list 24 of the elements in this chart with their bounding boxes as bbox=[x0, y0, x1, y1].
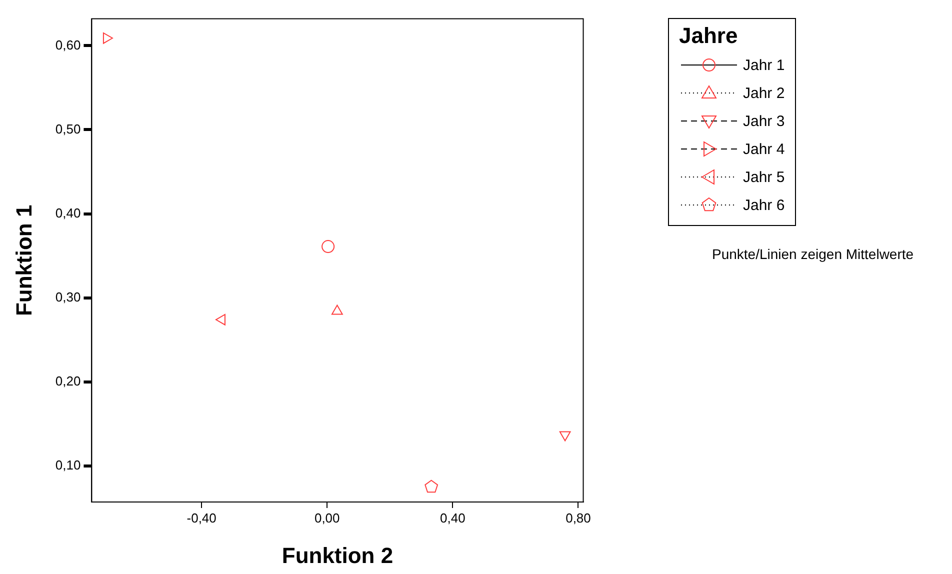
y-tick-label: 0,30 bbox=[55, 289, 81, 304]
point bbox=[331, 304, 343, 315]
x-tick-label: -0,40 bbox=[186, 510, 216, 526]
point bbox=[322, 240, 335, 254]
y-tick-label: 0,60 bbox=[55, 37, 81, 52]
y-tick-label: 0,50 bbox=[55, 121, 81, 136]
legend-label: Jahr 4 bbox=[743, 140, 785, 158]
legend-label: Jahr 3 bbox=[743, 112, 785, 130]
point bbox=[424, 480, 438, 493]
text: Punkte/Linien zeigen Mittelwerte bbox=[712, 246, 914, 262]
x-tick-label: 0,80 bbox=[566, 510, 591, 526]
y-axis-title: Funktion 1 bbox=[11, 204, 36, 316]
legend-title: Jahre bbox=[679, 23, 739, 49]
x-tick-label: 0,40 bbox=[440, 510, 466, 526]
legend-label: Jahr 5 bbox=[743, 168, 785, 186]
x-tick-label: 0,00 bbox=[314, 510, 340, 526]
legend-label: Jahr 2 bbox=[743, 84, 785, 102]
legend-label: Jahr 1 bbox=[743, 56, 785, 74]
point bbox=[102, 32, 113, 44]
y-tick-label: 0,20 bbox=[55, 373, 81, 388]
legend-label: Jahr 6 bbox=[743, 196, 785, 214]
y-tick-label: 0,40 bbox=[55, 205, 81, 220]
y-tick-label: 0,10 bbox=[55, 457, 81, 472]
x-axis-title: Funktion 2 bbox=[282, 542, 394, 568]
